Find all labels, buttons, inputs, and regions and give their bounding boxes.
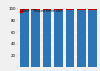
Bar [88, 10, 97, 67]
Bar [54, 9, 63, 10]
Bar [43, 9, 51, 10]
Bar [31, 10, 40, 67]
Bar [88, 9, 97, 10]
Bar [54, 10, 63, 67]
Bar [20, 10, 29, 67]
Bar [77, 9, 86, 10]
Bar [66, 9, 74, 10]
Bar [43, 10, 51, 67]
Bar [20, 9, 29, 10]
Bar [66, 10, 74, 67]
Bar [31, 9, 40, 10]
Bar [77, 10, 86, 67]
Legend: Other, Routine home care: Other, Routine home care [20, 9, 63, 13]
